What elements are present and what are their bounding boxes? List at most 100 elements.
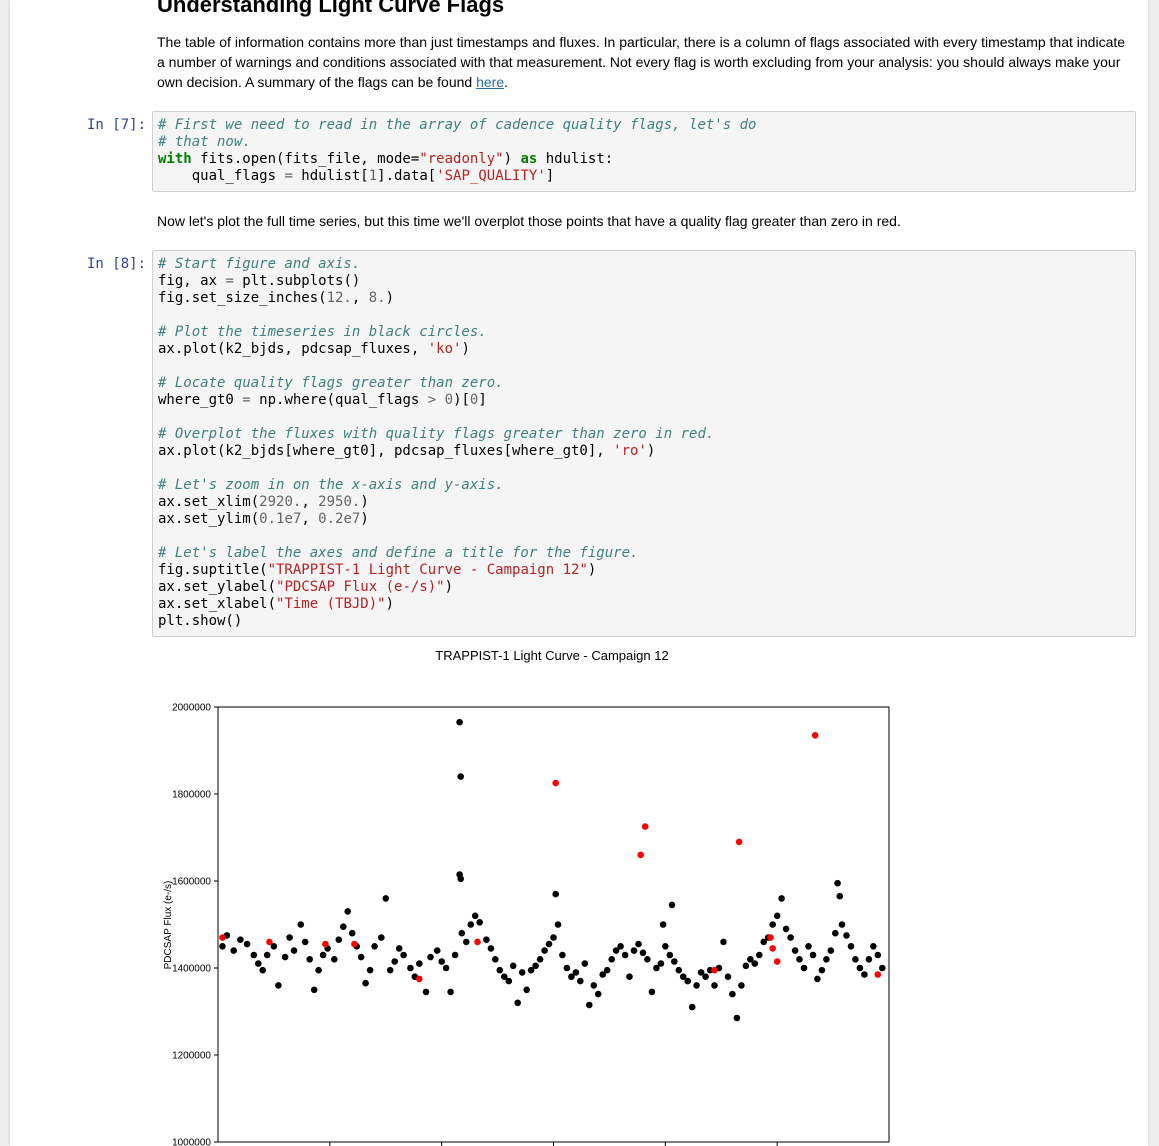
code-token: = (242, 392, 251, 408)
y-tick-label: 2000000 (172, 703, 211, 714)
code-token: ax.plot(k2_bjds, pdcsap_fluxes, (158, 341, 428, 357)
flux-point (456, 718, 463, 726)
code-cell-7[interactable]: # First we need to read in the array of … (152, 111, 1136, 192)
plot-title: TRAPPIST-1 Light Curve - Campaign 12 (435, 648, 668, 663)
code-token: fig, ax (158, 273, 226, 289)
code-token: # Let's zoom in on the x-axis and y-axis… (158, 477, 504, 493)
code-token: = (225, 273, 234, 289)
y-tick-label: 1400000 (172, 964, 211, 975)
flagged-point (351, 940, 358, 948)
flux-point (572, 969, 580, 976)
flux-point (599, 971, 606, 978)
flux-point (805, 943, 812, 950)
code-line: # Plot the timeseries in black circles. (153, 324, 1135, 341)
flux-point (362, 979, 369, 987)
flagged-point (811, 732, 819, 739)
flux-point (814, 975, 821, 983)
code-token: # Plot the timeseries in black circles. (158, 324, 487, 340)
flux-point (742, 962, 750, 970)
code-line (153, 409, 1135, 426)
flux-point (688, 1003, 696, 1011)
flux-point (255, 960, 262, 967)
flux-point (371, 943, 378, 950)
code-token: ax.set_xlim( (158, 494, 260, 510)
flux-point (838, 921, 846, 928)
code-token: ) (385, 290, 395, 306)
flux-point (791, 947, 799, 954)
flux-point (275, 982, 282, 989)
flux-point (843, 932, 850, 939)
code-token: # Overplot the fluxes with quality flags… (158, 426, 715, 442)
flux-point (666, 951, 674, 959)
flux-point (684, 977, 691, 985)
y-tick-label: 1200000 (172, 1051, 211, 1062)
flux-point (505, 977, 513, 985)
flux-point (832, 929, 839, 937)
code-line: fig, ax = plt.subplots() (153, 273, 1135, 290)
code-token: fits.open(fits_file, mode= (191, 151, 420, 167)
flux-point (847, 943, 855, 950)
flux-point (659, 921, 667, 928)
code-line: qual_flags = hdulist[1].data['SAP_QUALIT… (153, 168, 1135, 185)
flux-point (769, 921, 776, 928)
flagged-point (735, 838, 743, 846)
flux-point (870, 943, 877, 950)
code-token: 1 (368, 168, 378, 184)
flux-point (662, 943, 669, 950)
flagged-point (637, 851, 644, 859)
code-line: plt.show() (153, 613, 1135, 630)
code-token: 'ro' (613, 443, 647, 459)
flux-point (603, 966, 611, 974)
code-token: )[ (453, 392, 470, 408)
flux-point (818, 966, 826, 974)
code-token: ) (646, 443, 656, 459)
flux-point (577, 977, 584, 985)
flux-point (657, 960, 665, 967)
flux-point (693, 982, 700, 989)
flux-point (861, 971, 868, 978)
flagged-point (711, 966, 718, 974)
flux-point (518, 969, 526, 976)
flux-point (344, 908, 351, 915)
flux-point (250, 951, 258, 959)
flux-point (586, 1001, 593, 1009)
flux-point (852, 956, 859, 963)
flux-point (639, 949, 647, 957)
flux-point (668, 901, 676, 909)
flux-point (608, 956, 615, 963)
y-axis-label: PDCSAP Flux (e-/s) (163, 881, 174, 970)
flux-point (281, 953, 289, 961)
code-token: 0.2e7 (318, 511, 361, 527)
cell-8-prompt: In [8]: (87, 256, 147, 272)
flux-point (492, 956, 499, 963)
flux-point (711, 982, 718, 989)
flux-point (679, 973, 687, 980)
flags-summary-link[interactable]: here (476, 74, 505, 90)
flux-point (836, 892, 844, 900)
code-token: 8. (368, 290, 386, 306)
code-token: 0 (444, 392, 454, 408)
cell-7-prompt: In [7]: (87, 117, 147, 133)
code-token (436, 392, 444, 408)
flagged-point (552, 779, 559, 787)
flux-point (407, 964, 414, 972)
flux-point (483, 936, 490, 943)
flux-point (720, 938, 727, 946)
flux-point (348, 929, 356, 937)
flux-point (306, 956, 313, 963)
code-token: # that now. (158, 134, 251, 150)
intro-text: The table of information contains more t… (157, 34, 1126, 90)
code-token: "readonly" (419, 151, 504, 167)
flux-point (301, 938, 309, 946)
code-token: with (158, 151, 192, 167)
code-token: np.where(qual_flags (250, 392, 428, 408)
flux-point (270, 943, 278, 950)
code-token: > (427, 392, 437, 408)
code-cell-8[interactable]: # Start figure and axis. fig, ax = plt.su… (152, 250, 1136, 637)
code-token: 'ko' (427, 341, 462, 357)
flux-point (827, 947, 835, 954)
flux-point (590, 982, 598, 989)
flux-point (438, 958, 446, 965)
code-line: fig.set_size_inches(12., 8.) (153, 290, 1135, 307)
flux-point (243, 940, 251, 948)
